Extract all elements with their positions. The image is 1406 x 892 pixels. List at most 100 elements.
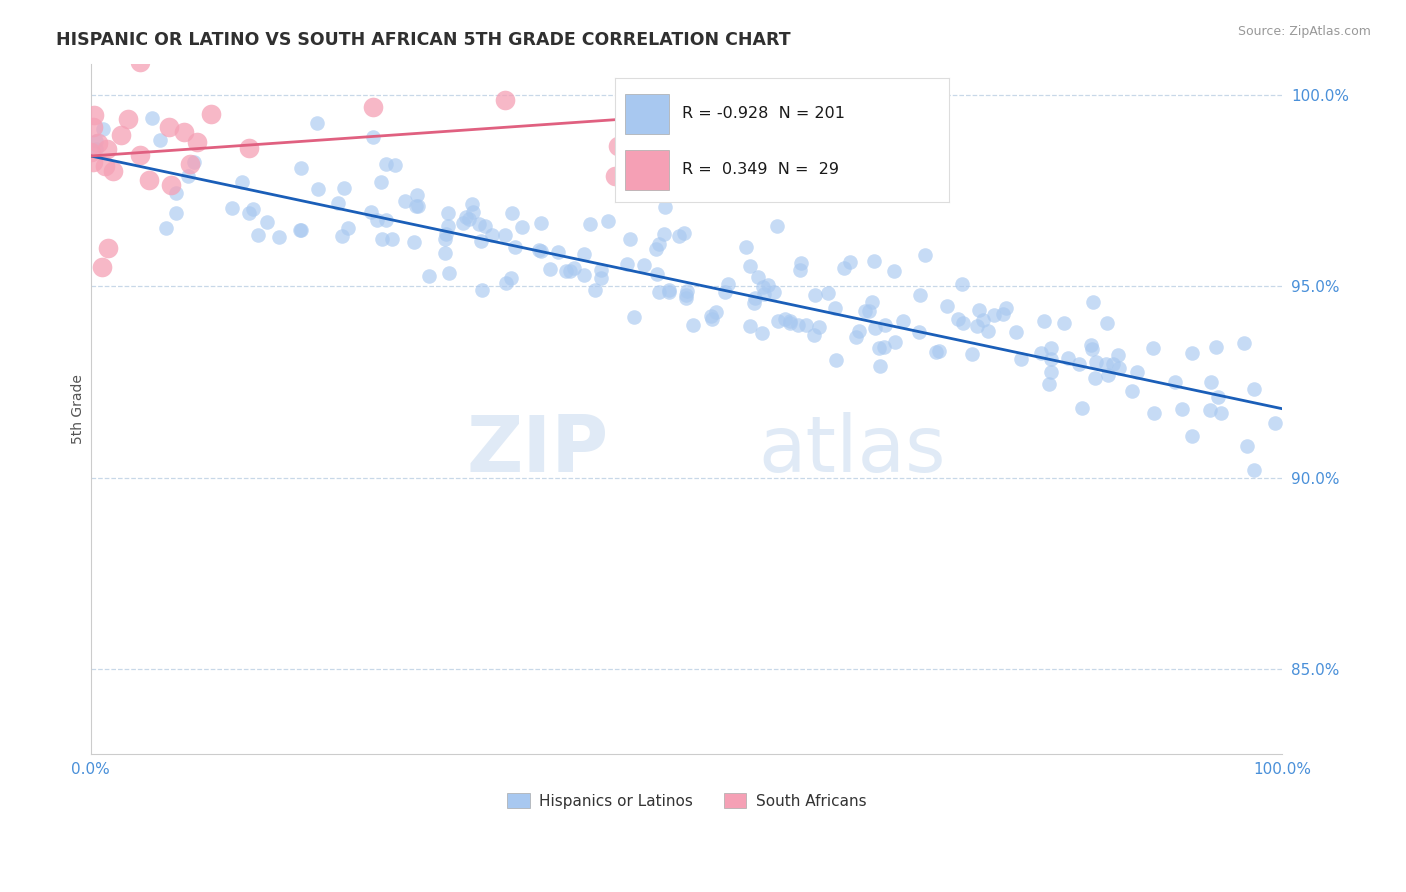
Point (200, 107, 222, 121)
Point (165, 186, 187, 201)
Point (591, 270, 613, 285)
Point (554, 264, 576, 278)
Point (160, 178, 183, 192)
Point (891, 314, 914, 328)
Point (560, 264, 582, 278)
Point (742, 296, 765, 310)
Point (616, 257, 638, 271)
Point (883, 264, 905, 278)
Point (177, 169, 200, 183)
Point (1057, 351, 1080, 365)
Point (994, 301, 1017, 315)
Point (470, 234, 492, 248)
Point (786, 318, 808, 333)
Y-axis label: 5th Grade: 5th Grade (72, 374, 86, 443)
Point (873, 318, 896, 333)
Point (952, 316, 974, 330)
Point (437, 219, 460, 234)
Point (375, 157, 398, 171)
Point (1097, 368, 1119, 382)
Point (946, 312, 969, 326)
Point (183, 155, 205, 169)
Point (773, 312, 796, 326)
Point (803, 328, 825, 343)
Point (976, 324, 998, 338)
Point (474, 219, 496, 234)
Point (247, 227, 270, 242)
Point (96, 142, 118, 156)
Point (572, 268, 595, 283)
Point (675, 284, 697, 298)
Point (747, 269, 769, 284)
Point (1107, 348, 1129, 362)
Point (481, 227, 503, 242)
Point (619, 232, 641, 246)
Point (665, 155, 688, 169)
Point (394, 194, 416, 208)
Point (789, 263, 811, 277)
Point (865, 321, 887, 335)
Point (952, 277, 974, 292)
Point (84, 134, 107, 148)
Point (858, 304, 880, 318)
Point (762, 285, 785, 299)
Point (838, 255, 860, 269)
Point (370, 232, 392, 246)
Point (527, 244, 550, 258)
Point (817, 286, 839, 301)
Point (1236, 438, 1258, 452)
Point (752, 286, 775, 301)
Point (1084, 355, 1107, 369)
Point (1205, 340, 1227, 354)
Point (1171, 402, 1194, 417)
Point (361, 100, 384, 114)
Point (495, 277, 517, 291)
Point (326, 195, 349, 210)
Point (384, 158, 406, 172)
Point (91, 121, 114, 136)
Point (789, 256, 811, 270)
Point (503, 240, 526, 254)
Point (572, 247, 595, 261)
Point (221, 201, 243, 215)
Point (82, 120, 104, 134)
Point (752, 104, 775, 119)
Point (1040, 351, 1063, 366)
Point (1033, 314, 1056, 328)
Point (1243, 463, 1265, 477)
Point (907, 325, 929, 339)
Point (456, 210, 478, 224)
Text: atlas: atlas (758, 412, 946, 488)
Point (700, 309, 723, 323)
Point (173, 125, 195, 139)
Point (405, 198, 427, 212)
Point (1199, 375, 1222, 389)
Point (97, 241, 120, 255)
Point (873, 340, 896, 354)
Point (457, 212, 479, 227)
Point (360, 204, 382, 219)
Point (256, 215, 278, 229)
Point (433, 246, 456, 260)
Point (714, 285, 737, 299)
Point (242, 202, 264, 216)
Point (1143, 406, 1166, 420)
Point (908, 288, 931, 302)
Point (434, 232, 457, 246)
Point (381, 232, 404, 246)
Point (794, 318, 817, 333)
Text: ZIP: ZIP (467, 412, 609, 488)
Point (717, 277, 740, 291)
Point (868, 341, 890, 355)
Point (1071, 401, 1094, 415)
Point (589, 263, 612, 277)
Point (1181, 429, 1204, 443)
Point (269, 230, 291, 244)
Point (1039, 341, 1062, 355)
Point (675, 291, 697, 305)
Point (82, 154, 104, 169)
Point (471, 283, 494, 297)
Point (648, 285, 671, 300)
Point (138, 173, 160, 187)
Point (1181, 346, 1204, 360)
